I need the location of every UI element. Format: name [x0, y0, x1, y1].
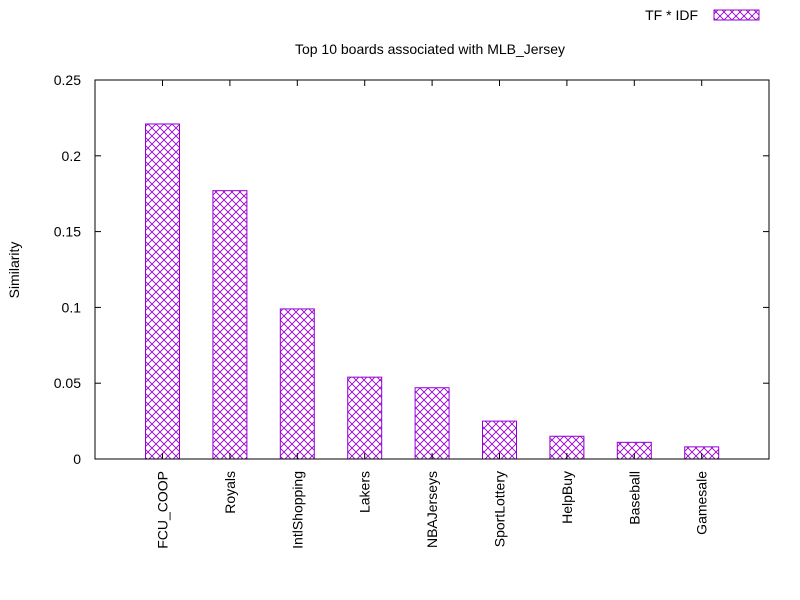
- x-tick-label: IntlShopping: [289, 471, 305, 549]
- x-tick-label: Royals: [222, 471, 238, 514]
- plot-frame: [94, 79, 770, 460]
- y-tick-label: 0.1: [62, 299, 82, 315]
- chart-title: Top 10 boards associated with MLB_Jersey: [295, 41, 565, 57]
- x-tick-label: HelpBuy: [559, 471, 575, 524]
- x-tick-label: FCU_COOP: [155, 471, 171, 549]
- bar: [145, 123, 180, 460]
- bar: [212, 190, 248, 460]
- bar: [347, 376, 383, 460]
- legend-label: TF * IDF: [645, 7, 698, 23]
- y-axis-label: Similarity: [6, 242, 22, 299]
- bar: [414, 387, 450, 460]
- x-tick-label: Baseball: [626, 471, 642, 525]
- y-tick-label: 0: [73, 451, 81, 467]
- y-tick-label: 0.05: [54, 375, 81, 391]
- plot-area: 0 0.05 0.1 0.15 0.2 0.25 FCU_COOP Royals IntlSho…: [54, 72, 769, 549]
- legend-swatch: [713, 9, 760, 21]
- y-tick-label: 0.15: [54, 224, 81, 240]
- bar: [279, 308, 315, 460]
- y-tick-label: 0.2: [62, 148, 82, 164]
- y-tick-label: 0.25: [54, 72, 81, 88]
- legend: TF * IDF: [645, 7, 760, 23]
- x-tick-label: Gamesale: [694, 471, 710, 535]
- x-tick-label: SportLottery: [492, 471, 508, 547]
- x-tick-label: Lakers: [357, 471, 373, 513]
- x-tick-label: NBAJerseys: [424, 471, 440, 548]
